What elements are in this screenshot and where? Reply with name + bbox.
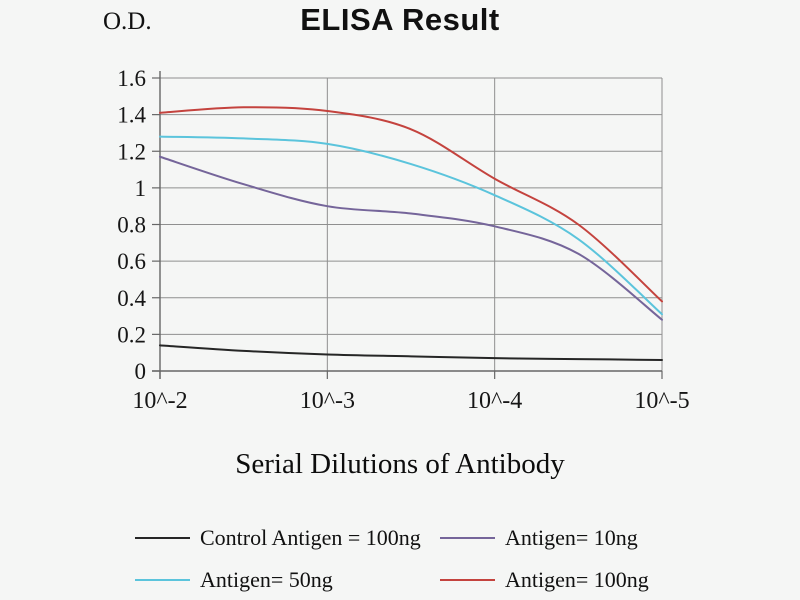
legend-line-control-antigen-icon [135,537,190,539]
svg-text:1.6: 1.6 [117,66,146,91]
legend-label-antigen-50ng: Antigen= 50ng [200,567,333,592]
svg-text:1.4: 1.4 [117,103,146,128]
legend-item-antigen-50ng: Antigen= 50ng [135,567,333,593]
legend-item-control-antigen: Control Antigen = 100ng [135,525,421,551]
svg-text:0.8: 0.8 [117,213,146,238]
chart-title: ELISA Result [300,2,500,37]
svg-text:1.2: 1.2 [117,139,146,164]
legend-line-antigen-50ng-icon [135,579,190,581]
legend-label-antigen-10ng: Antigen= 10ng [505,525,638,550]
line-chart-plot: 0 0.2 0.4 0.6 0.8 1 1.2 1.4 1.6 10^-2 10^-3 10^-4 10… [117,66,689,414]
svg-text:1: 1 [135,176,147,201]
svg-text:10^-4: 10^-4 [467,388,522,414]
svg-text:0.4: 0.4 [117,286,146,311]
svg-text:0: 0 [135,359,147,384]
svg-text:0.6: 0.6 [117,249,146,274]
legend-line-antigen-10ng-icon [440,537,495,539]
y-axis-title: O.D. [103,8,152,35]
legend-label-antigen-100ng: Antigen= 100ng [505,567,649,592]
svg-text:0.2: 0.2 [117,322,146,347]
svg-text:10^-2: 10^-2 [132,388,187,414]
legend-item-antigen-10ng: Antigen= 10ng [440,525,638,551]
svg-text:10^-5: 10^-5 [634,388,689,414]
legend-label-control-antigen: Control Antigen = 100ng [200,525,421,550]
legend-line-antigen-100ng-icon [440,579,495,581]
legend-item-antigen-100ng: Antigen= 100ng [440,567,649,593]
x-axis-title: Serial Dilutions of Antibody [235,448,565,480]
svg-text:10^-3: 10^-3 [300,388,355,414]
